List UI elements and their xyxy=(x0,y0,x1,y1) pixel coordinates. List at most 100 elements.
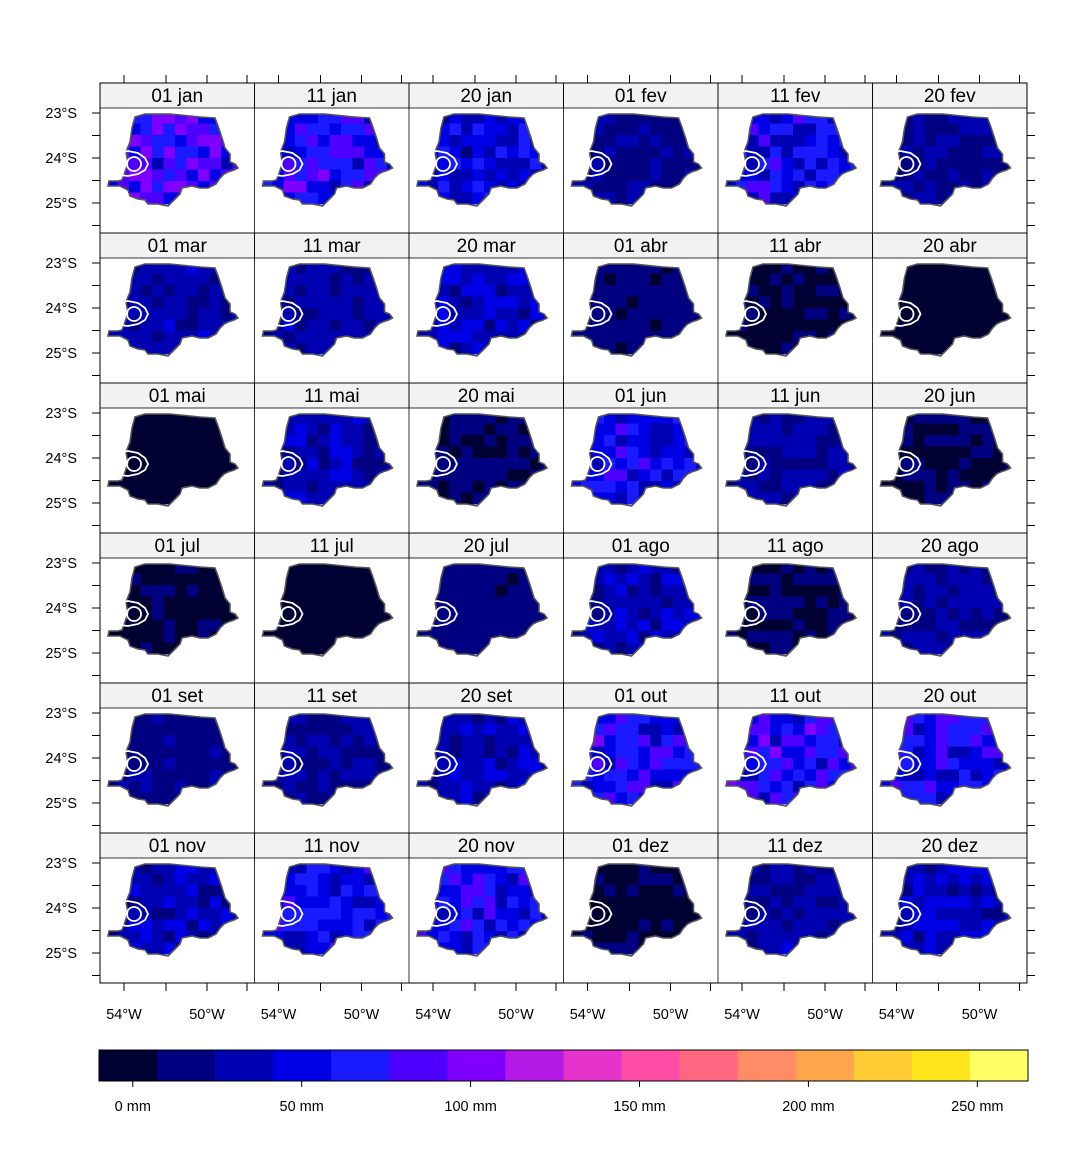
panel-map xyxy=(570,713,703,807)
precip-cell xyxy=(108,573,118,586)
state-border xyxy=(879,713,1012,807)
precip-cell xyxy=(364,896,376,909)
precip-cell xyxy=(638,423,651,436)
precip-cell xyxy=(758,308,771,320)
precip-cell xyxy=(306,908,319,920)
precip-cell xyxy=(592,608,605,620)
precip-cell xyxy=(541,264,547,274)
precip-cell xyxy=(262,885,273,897)
precip-cell xyxy=(221,596,233,609)
precip-cell xyxy=(417,714,427,724)
precip-cell xyxy=(1005,135,1011,147)
precip-cell xyxy=(615,585,628,597)
precip-cell xyxy=(1005,169,1011,182)
precip-cell xyxy=(604,758,616,770)
precip-cell xyxy=(959,896,971,909)
precip-cell xyxy=(329,308,342,320)
precip-cell xyxy=(306,885,319,897)
precip-cell xyxy=(295,146,307,159)
precip-cell xyxy=(804,746,817,759)
precip-cell xyxy=(615,492,628,505)
state-border xyxy=(416,413,549,507)
precip-cell xyxy=(726,873,736,886)
precip-cell xyxy=(209,285,222,297)
precip-cell xyxy=(793,192,805,205)
precip-cell xyxy=(209,435,222,447)
precip-cell xyxy=(650,714,662,724)
precip-cell xyxy=(827,942,840,955)
precip-cell xyxy=(306,158,319,170)
precip-cell xyxy=(387,919,393,932)
precip-cell xyxy=(209,342,222,355)
precip-cell xyxy=(232,714,238,724)
precip-cell xyxy=(604,264,616,274)
precip-cell xyxy=(726,781,736,793)
precip-cell xyxy=(970,769,983,782)
precip-cell xyxy=(209,158,222,170)
precip-cell xyxy=(638,446,651,459)
precip-cell xyxy=(770,564,782,574)
precip-cell xyxy=(604,319,616,332)
precip-cell xyxy=(993,296,1006,309)
precip-cell xyxy=(426,564,439,574)
precip-cell xyxy=(449,296,462,309)
precip-cell xyxy=(352,492,365,505)
precip-cell xyxy=(816,285,828,297)
precip-cell xyxy=(959,723,971,736)
precip-cell xyxy=(993,492,1006,505)
precip-cell xyxy=(816,896,828,909)
precip-cell xyxy=(650,342,662,355)
site-marker xyxy=(744,756,760,772)
panel-label: 01 fev xyxy=(615,86,667,107)
precip-cell xyxy=(530,631,542,643)
precip-cell xyxy=(592,308,605,320)
precip-cell xyxy=(375,458,388,470)
precip-cell xyxy=(209,296,222,309)
panel-map xyxy=(416,563,549,657)
precip-cell xyxy=(472,564,485,574)
precip-cell xyxy=(129,123,141,136)
precip-cell xyxy=(318,942,330,955)
precip-cell xyxy=(735,264,748,274)
precip-cell xyxy=(232,931,238,943)
precip-cell xyxy=(387,296,393,309)
precip-cell xyxy=(329,746,342,759)
precip-cell xyxy=(352,114,365,124)
precip-cell xyxy=(318,192,330,205)
panel: 01 set xyxy=(99,682,255,807)
precip-cell xyxy=(306,596,319,609)
precip-cell xyxy=(341,864,353,874)
precip-cell xyxy=(530,873,542,886)
precip-cell xyxy=(262,331,273,343)
precip-cell xyxy=(438,873,450,886)
precip-cell xyxy=(163,758,176,770)
panel: 01 jul xyxy=(99,532,255,657)
precip-cell xyxy=(604,769,616,782)
precip-cell xyxy=(604,446,616,459)
precip-cell xyxy=(696,414,702,424)
precip-cell xyxy=(198,573,210,586)
precip-cell xyxy=(827,469,840,482)
precip-cell xyxy=(1005,123,1011,136)
precip-cell xyxy=(209,908,222,920)
precip-cell xyxy=(781,908,794,920)
precip-cell xyxy=(484,414,496,424)
precip-cell xyxy=(726,114,736,124)
precip-cell xyxy=(329,469,342,482)
precip-cell xyxy=(209,873,222,886)
precip-cell xyxy=(959,885,971,897)
precip-cell xyxy=(947,573,960,586)
precip-cell xyxy=(827,135,840,147)
precip-cell xyxy=(108,735,118,747)
precip-cell xyxy=(518,746,531,759)
precip-cell xyxy=(318,781,330,793)
precip-cell xyxy=(924,481,937,493)
precip-cell xyxy=(364,723,376,736)
precip-cell xyxy=(163,423,176,436)
precip-cell xyxy=(924,942,937,955)
precip-cell xyxy=(850,769,856,782)
precip-cell xyxy=(484,181,496,193)
precip-cell xyxy=(152,723,164,736)
precip-cell xyxy=(140,864,153,874)
precip-cell xyxy=(163,308,176,320)
